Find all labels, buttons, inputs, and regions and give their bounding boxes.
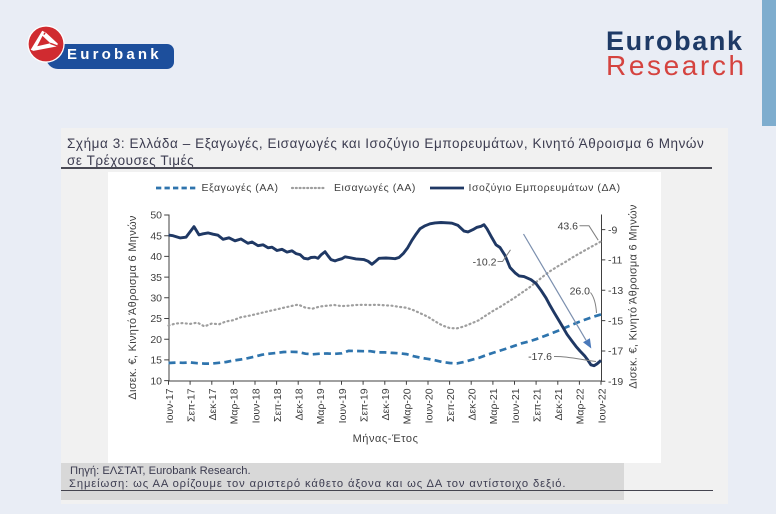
svg-text:-15: -15 bbox=[608, 315, 623, 327]
svg-text:26.0: 26.0 bbox=[570, 286, 591, 298]
svg-text:25: 25 bbox=[150, 313, 162, 325]
svg-text:40: 40 bbox=[150, 251, 162, 263]
svg-text:-19: -19 bbox=[608, 376, 623, 388]
svg-text:Μαρ-21: Μαρ-21 bbox=[488, 388, 500, 424]
svg-text:Δισεκ. €, Κινητό Άθροισμα 6 Μη: Δισεκ. €, Κινητό Άθροισμα 6 Μηνών bbox=[627, 204, 639, 389]
svg-text:Ισοζύγιο Εμπορευμάτων (ΔΑ): Ισοζύγιο Εμπορευμάτων (ΔΑ) bbox=[469, 182, 621, 194]
svg-text:Ιουν-17: Ιουν-17 bbox=[164, 388, 176, 423]
svg-text:Ιουν-19: Ιουν-19 bbox=[337, 388, 349, 423]
svg-text:Σεπ-17: Σεπ-17 bbox=[185, 388, 197, 422]
svg-text:Σεπ-20: Σεπ-20 bbox=[445, 388, 457, 422]
svg-text:Δεκ-19: Δεκ-19 bbox=[380, 388, 392, 420]
svg-text:Ιουν-18: Ιουν-18 bbox=[250, 388, 262, 423]
svg-text:Δισεκ. €, Κινητό Άθροισμα 6 Μη: Δισεκ. €, Κινητό Άθροισμα 6 Μηνών bbox=[127, 215, 139, 400]
svg-text:Σεπ-21: Σεπ-21 bbox=[531, 388, 543, 422]
svg-text:Εξαγωγές (ΑΑ): Εξαγωγές (ΑΑ) bbox=[202, 182, 279, 194]
svg-text:Εισαγωγές (ΑΑ): Εισαγωγές (ΑΑ) bbox=[334, 182, 416, 194]
svg-text:30: 30 bbox=[150, 293, 162, 305]
svg-text:-13: -13 bbox=[608, 285, 623, 297]
svg-text:20: 20 bbox=[150, 334, 162, 346]
svg-text:Μήνας-Έτος: Μήνας-Έτος bbox=[353, 433, 419, 445]
svg-text:-17.6: -17.6 bbox=[528, 351, 552, 363]
svg-text:Ιουν-22: Ιουν-22 bbox=[596, 388, 608, 423]
svg-text:Σεπ-18: Σεπ-18 bbox=[272, 388, 284, 422]
svg-text:Δεκ-20: Δεκ-20 bbox=[467, 388, 479, 420]
svg-text:-10.2: -10.2 bbox=[473, 257, 497, 269]
svg-text:Μαρ-18: Μαρ-18 bbox=[229, 388, 241, 424]
svg-text:Μαρ-20: Μαρ-20 bbox=[402, 388, 414, 424]
svg-text:43.6: 43.6 bbox=[558, 221, 579, 233]
svg-text:-17: -17 bbox=[608, 346, 623, 358]
svg-text:-11: -11 bbox=[608, 255, 623, 267]
svg-text:45: 45 bbox=[150, 230, 162, 242]
svg-text:Δεκ-18: Δεκ-18 bbox=[294, 388, 306, 420]
svg-text:Μαρ-19: Μαρ-19 bbox=[315, 388, 327, 424]
svg-text:50: 50 bbox=[150, 210, 162, 222]
svg-text:Ιουν-20: Ιουν-20 bbox=[423, 388, 435, 423]
svg-text:Σεπ-19: Σεπ-19 bbox=[358, 388, 370, 422]
svg-text:Δεκ-17: Δεκ-17 bbox=[207, 388, 219, 420]
svg-text:10: 10 bbox=[150, 375, 162, 387]
svg-text:Δεκ-21: Δεκ-21 bbox=[553, 388, 565, 420]
svg-text:15: 15 bbox=[150, 355, 162, 367]
svg-text:35: 35 bbox=[150, 272, 162, 284]
svg-text:Μαρ-22: Μαρ-22 bbox=[575, 388, 587, 424]
svg-text:-9: -9 bbox=[608, 224, 617, 236]
svg-text:Ιουν-21: Ιουν-21 bbox=[510, 388, 522, 423]
